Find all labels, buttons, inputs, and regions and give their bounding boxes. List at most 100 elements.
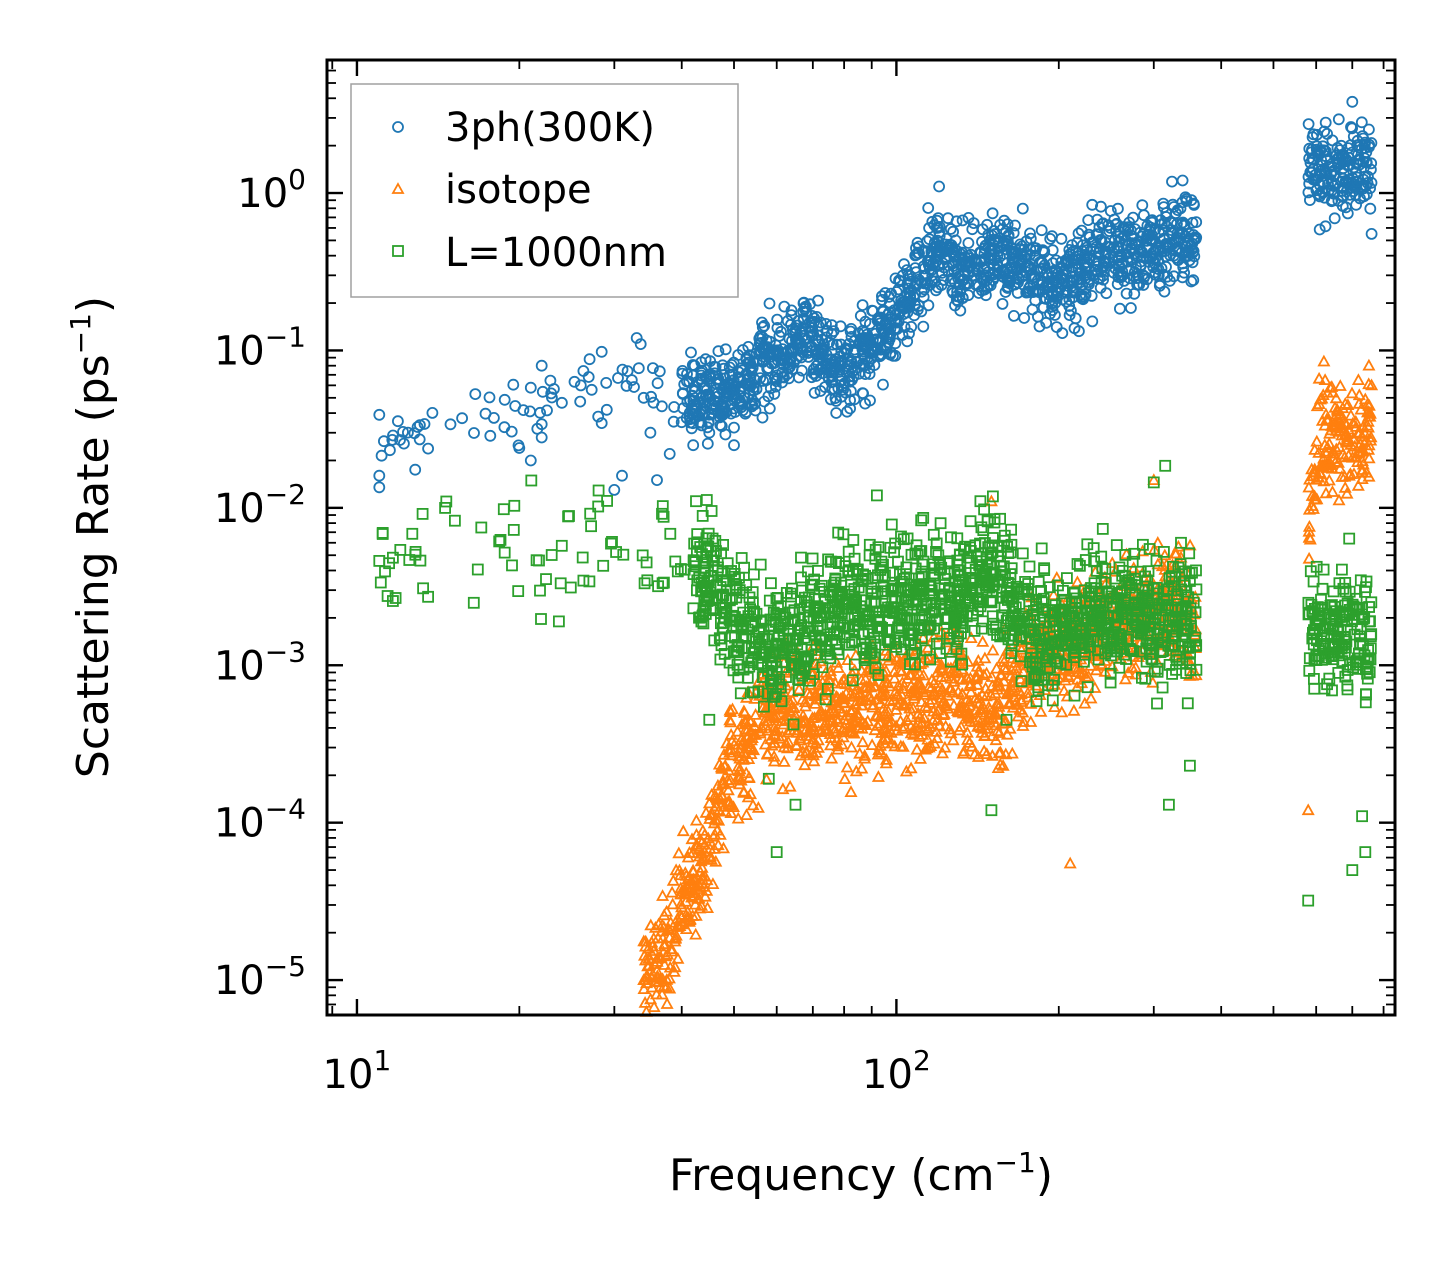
series-2-point — [1119, 549, 1132, 561]
series-1-point — [913, 752, 928, 764]
series-1-point — [814, 707, 828, 720]
series-0-point — [409, 463, 422, 476]
series-1-point — [1303, 472, 1317, 485]
series-1-point — [893, 654, 907, 667]
series-2-point — [984, 594, 997, 607]
series-0-point — [1180, 193, 1193, 205]
series-2-point — [1099, 647, 1112, 660]
series-2-point — [641, 574, 654, 587]
series-1-point — [646, 967, 660, 980]
series-1-point — [1353, 437, 1367, 449]
series-1-point — [904, 710, 918, 722]
series-2-point — [1030, 695, 1043, 708]
series-2-point — [553, 615, 565, 628]
series-1-point — [1302, 530, 1316, 543]
series-2-point — [1015, 623, 1027, 635]
series-2-point — [956, 658, 968, 671]
series-0-point — [923, 233, 936, 246]
series-1-point — [746, 743, 761, 756]
series-1-point — [777, 740, 791, 753]
series-0-point — [704, 392, 717, 405]
series-2-point — [1109, 618, 1121, 631]
series-0-point — [1157, 224, 1170, 237]
series-2-point — [1303, 664, 1316, 677]
series-0-point — [536, 385, 549, 398]
series-1-point — [934, 657, 948, 670]
series-0-point — [695, 375, 708, 388]
series-1-point — [825, 751, 839, 764]
series-0-point — [1310, 184, 1323, 197]
series-1-point — [1319, 486, 1333, 499]
series-1-point — [645, 980, 659, 993]
series-1-point — [856, 735, 870, 748]
series-1-point — [993, 745, 1008, 758]
series-2-point — [953, 548, 966, 561]
series-2-point — [640, 556, 653, 569]
series-1-point — [871, 719, 885, 731]
series-2-point — [1075, 607, 1088, 620]
series-2-point — [416, 507, 429, 520]
series-2-point — [1176, 657, 1189, 670]
series-2-point — [1078, 584, 1091, 597]
series-2-point — [895, 643, 908, 656]
series-1-point — [1302, 551, 1316, 564]
series-0-point — [1302, 186, 1315, 199]
series-2-point — [1170, 650, 1183, 663]
series-2-point — [765, 577, 777, 590]
series-1-point — [918, 742, 933, 755]
series-2-point — [802, 650, 815, 663]
series-2-point — [765, 674, 777, 687]
series-0-point — [975, 255, 988, 268]
series-2-point — [813, 607, 826, 619]
series-1-point — [1362, 377, 1376, 390]
series-1-point — [672, 863, 687, 876]
series-2-point — [1326, 684, 1338, 697]
series-1-point — [720, 736, 734, 749]
series-1-point — [777, 755, 791, 767]
series-1-point — [802, 732, 816, 745]
series-0-point — [891, 323, 903, 336]
series-1-point — [904, 761, 918, 774]
series-2-point — [932, 549, 945, 562]
series-2-point — [884, 541, 897, 554]
series-2-point — [1013, 630, 1026, 642]
series-0-point — [825, 319, 838, 332]
series-1-point — [980, 747, 994, 759]
series-1-point — [1338, 450, 1352, 463]
series-0-point — [1355, 116, 1368, 129]
series-1-point — [935, 661, 949, 674]
series-0-point — [656, 400, 668, 413]
series-0-point — [1063, 250, 1076, 263]
series-2-point — [1106, 630, 1119, 643]
series-1-point — [1317, 451, 1331, 464]
series-1-point — [950, 664, 965, 677]
series-1-point — [852, 687, 866, 700]
series-2-point — [1095, 576, 1108, 588]
series-0-point — [859, 368, 872, 381]
series-1-point — [645, 935, 659, 948]
series-1-point — [926, 713, 940, 726]
series-1-point — [809, 688, 823, 700]
series-0-point — [479, 407, 492, 420]
series-2-point — [753, 626, 765, 639]
series-1-point — [739, 715, 753, 728]
series-1-point — [896, 740, 910, 752]
series-1-point — [858, 748, 872, 761]
series-2-point — [1311, 601, 1324, 613]
series-2-point — [960, 610, 973, 623]
series-1-point — [812, 677, 826, 689]
series-1-point — [888, 739, 902, 752]
series-1-point — [672, 846, 686, 859]
series-1-point — [637, 973, 651, 985]
series-2-point — [1015, 675, 1028, 688]
series-0-point — [866, 304, 878, 317]
series-2-point — [1151, 697, 1163, 710]
series-0-point — [922, 299, 935, 312]
series-2-point — [968, 625, 981, 637]
series-1-point — [677, 882, 691, 895]
series-1-point — [1338, 469, 1352, 482]
series-1-point — [896, 681, 910, 694]
series-2-point — [498, 546, 511, 559]
series-2-point — [1169, 639, 1181, 651]
series-2-point — [868, 651, 881, 664]
